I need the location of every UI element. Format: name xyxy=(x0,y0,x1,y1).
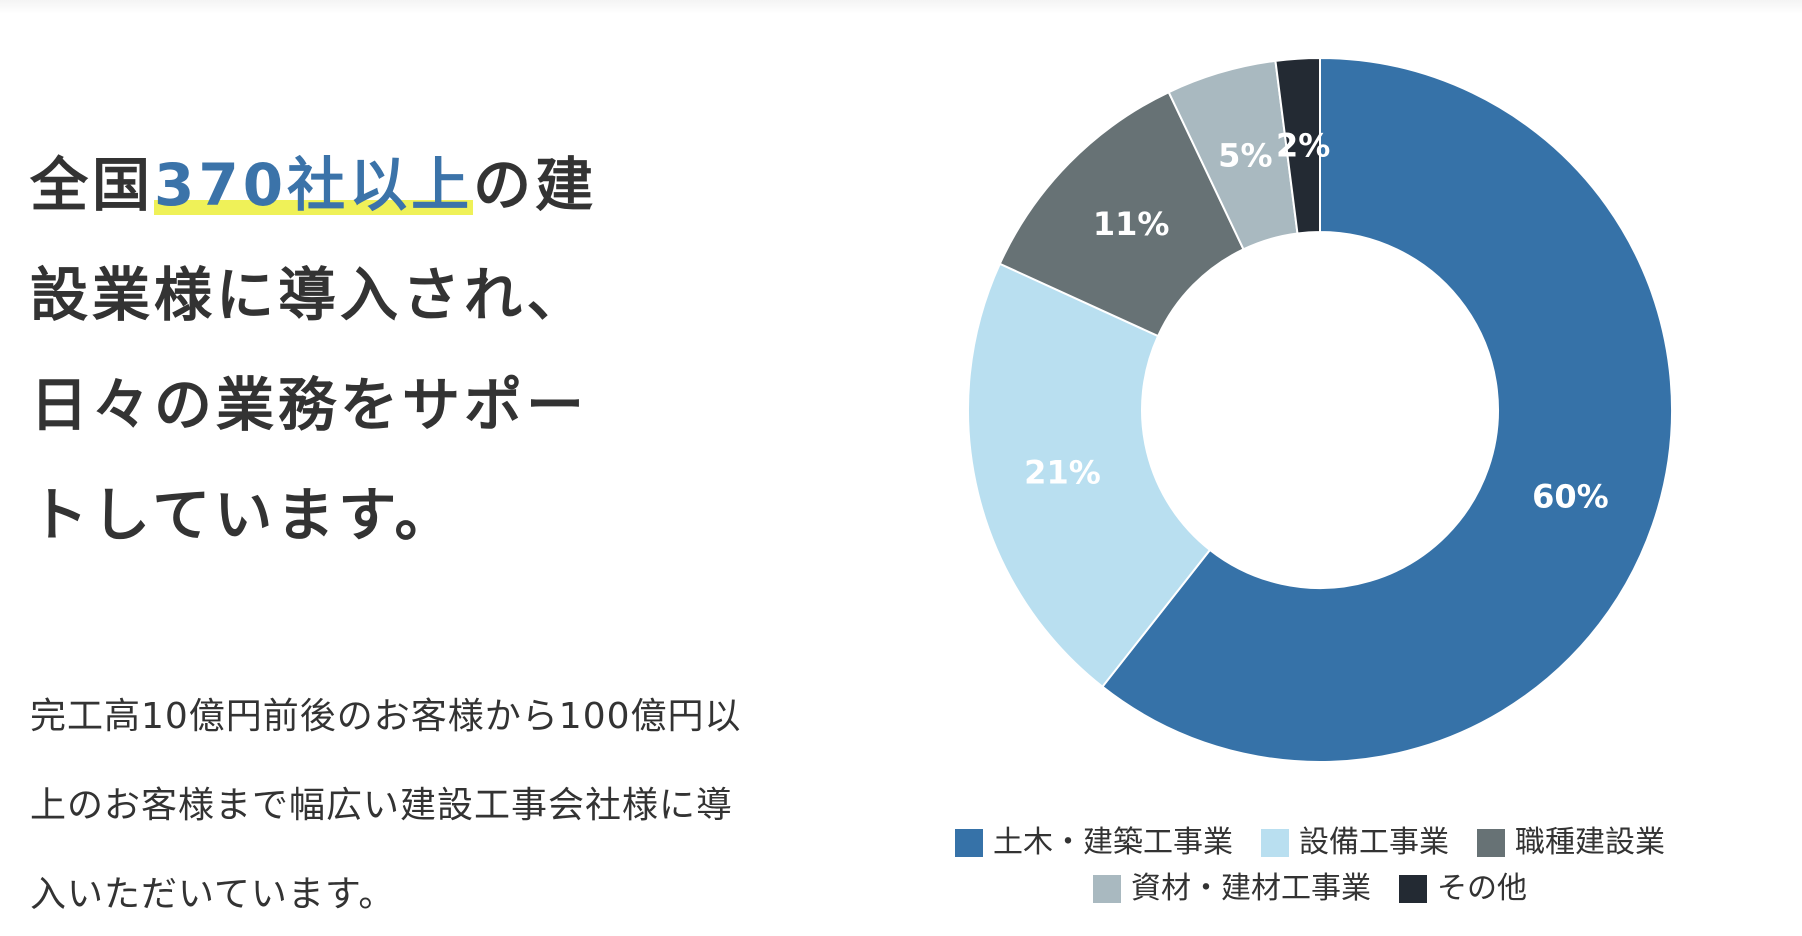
legend-label-5: その他 xyxy=(1437,871,1527,906)
donut-chart: 60% 21% 11% 5% 2% xyxy=(960,50,1680,770)
top-strip xyxy=(0,0,1802,14)
slice-5 xyxy=(1274,56,1321,235)
legend-item-5: その他 xyxy=(1399,866,1527,912)
legend-label-1: 土木・建築工事業 xyxy=(993,825,1233,860)
legend-swatch-4 xyxy=(1093,875,1121,903)
legend-row-1: 土木・建築工事業 設備工事業 職種建設業 xyxy=(870,820,1750,866)
legend-swatch-5 xyxy=(1399,875,1427,903)
legend-label-2: 設備工事業 xyxy=(1299,825,1449,860)
slice-label-3: 11% xyxy=(1093,205,1170,243)
slice-label-4: 5% xyxy=(1218,137,1272,175)
slice-label-1: 60% xyxy=(1532,478,1609,516)
legend-swatch-2 xyxy=(1261,829,1289,857)
legend-label-4: 資材・建材工事業 xyxy=(1131,871,1371,906)
headline-pre: 全国 xyxy=(30,151,155,219)
legend-item-3: 職種建設業 xyxy=(1477,820,1665,866)
legend-item-4: 資材・建材工事業 xyxy=(1093,866,1371,912)
body-text: 完工高10億円前後のお客様から100億円以上のお客様まで幅広い建設工事会社様に導… xyxy=(30,696,742,915)
text-section: 全国370社以上の建設業様に導入され、日々の業務をサポートしています。 xyxy=(30,130,750,570)
legend-row-2: 資材・建材工事業 その他 xyxy=(870,866,1750,912)
slice-label-2: 21% xyxy=(1024,453,1101,491)
slice-1 xyxy=(1101,56,1673,763)
headline: 全国370社以上の建設業様に導入され、日々の業務をサポートしています。 xyxy=(30,130,630,570)
slice-2 xyxy=(967,262,1212,689)
legend-item-2: 設備工事業 xyxy=(1261,820,1449,866)
legend-item-1: 土木・建築工事業 xyxy=(955,820,1233,866)
headline-highlight: 370社以上 xyxy=(154,151,474,219)
legend-label-3: 職種建設業 xyxy=(1515,825,1665,860)
donut-chart-svg: 60% 21% 11% 5% 2% xyxy=(967,56,1673,763)
headline-post: の建設業様に導入され、日々の業務をサポートしています。 xyxy=(30,151,598,549)
legend-swatch-1 xyxy=(955,829,983,857)
slice-label-5: 2% xyxy=(1276,127,1330,165)
chart-legend: 土木・建築工事業 設備工事業 職種建設業 資材・建材工事業 その他 xyxy=(870,820,1750,912)
legend-swatch-3 xyxy=(1477,829,1505,857)
